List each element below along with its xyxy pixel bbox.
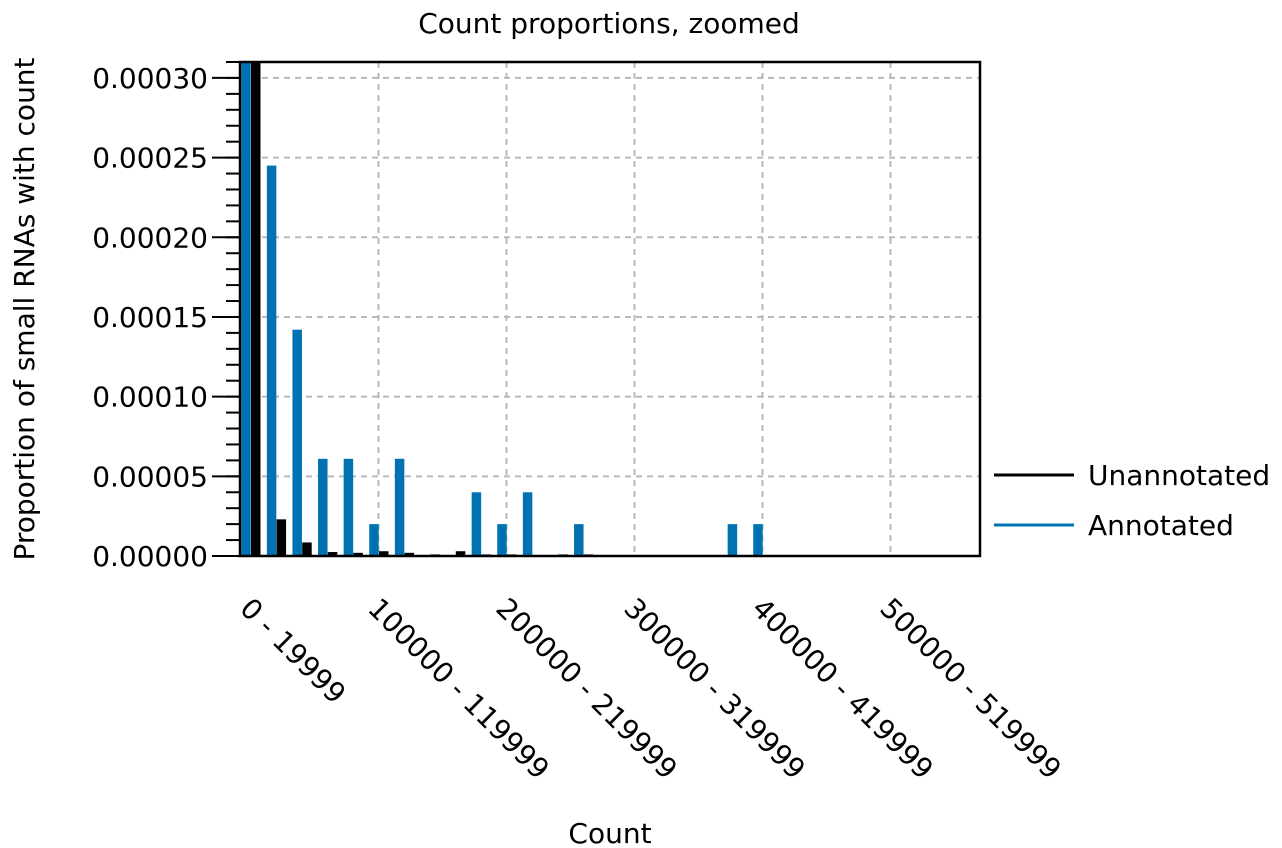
- plot-frame: [238, 60, 982, 558]
- annotated-bar: [394, 458, 405, 556]
- y-tick-label: 0.00015: [92, 301, 208, 334]
- unannotated-bar: [251, 62, 261, 556]
- annotated-bar: [292, 329, 302, 556]
- legend: Unannotated Annotated: [994, 459, 1270, 542]
- bars: [241, 62, 763, 557]
- unannotated-bar: [404, 552, 415, 556]
- x-axis-title: Count: [568, 817, 651, 848]
- unannotated-bar: [455, 551, 466, 556]
- annotated-bar: [318, 458, 328, 556]
- annotated-bar: [753, 524, 763, 556]
- unannotated-bar: [276, 519, 287, 556]
- legend-label: Unannotated: [1088, 459, 1270, 492]
- annotated-bar: [241, 62, 251, 556]
- annotated-bar: [522, 492, 533, 556]
- x-tick-label: 0 - 19999: [234, 592, 353, 711]
- y-axis-title: Proportion of small RNAs with count: [8, 57, 41, 560]
- y-tick-label: 0.00020: [92, 221, 208, 254]
- unannotated-bar: [353, 552, 363, 556]
- grid-lines: [240, 62, 980, 556]
- y-tick-label: 0.00030: [92, 62, 208, 95]
- annotated-bar: [574, 524, 584, 556]
- annotated-bar: [471, 492, 482, 556]
- y-tick-label: 0.00010: [92, 381, 208, 414]
- y-tick-label: 0.00005: [92, 460, 208, 493]
- chart-title: Count proportions, zoomed: [418, 7, 800, 40]
- annotated-bar: [266, 165, 277, 557]
- annotated-bar: [369, 524, 379, 556]
- axes: 0.00000 0.00005 0.00010 0.00015 0.00020 0.000…: [92, 60, 1068, 786]
- annotated-bar: [727, 524, 738, 556]
- y-tick-label: 0.00025: [92, 142, 208, 175]
- annotated-bar: [343, 458, 354, 556]
- annotated-bar: [497, 524, 507, 556]
- unannotated-bar: [302, 542, 312, 556]
- unannotated-bar: [379, 551, 389, 556]
- y-tick-label: 0.00000: [92, 540, 208, 573]
- legend-label: Annotated: [1088, 509, 1234, 542]
- unannotated-bar: [327, 552, 338, 556]
